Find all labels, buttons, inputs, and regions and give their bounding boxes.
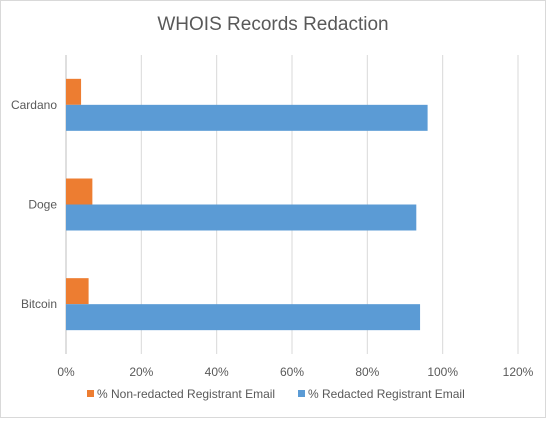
y-axis-labels: Bitcoin Doge Cardano [11, 98, 57, 311]
legend-swatch [87, 390, 94, 397]
bar-non-redacted-doge [66, 178, 93, 205]
x-tick-label: 100% [427, 365, 458, 379]
bar-redacted-doge [66, 204, 417, 231]
x-tick-label: 120% [503, 365, 534, 379]
x-tick-label: 60% [280, 365, 304, 379]
x-tick-label: 80% [355, 365, 379, 379]
x-tick-label: 40% [205, 365, 229, 379]
bar-redacted-cardano [66, 104, 428, 131]
x-axis-labels: 0% 20% 40% 60% 80% 100% 120% [57, 365, 533, 379]
y-tick-label: Doge [28, 198, 57, 212]
x-tick-label: 0% [57, 365, 75, 379]
y-tick-label: Bitcoin [21, 297, 57, 311]
legend: % Non-redacted Registrant Email % Redacte… [87, 387, 465, 401]
x-tick-label: 20% [129, 365, 153, 379]
legend-label: % Redacted Registrant Email [308, 387, 465, 401]
bar-redacted-bitcoin [66, 304, 421, 331]
chart-title: WHOIS Records Redaction [157, 14, 388, 35]
legend-label: % Non-redacted Registrant Email [97, 387, 275, 401]
y-tick-label: Cardano [11, 98, 57, 112]
legend-swatch [298, 390, 305, 397]
bars [66, 78, 428, 331]
bar-non-redacted-cardano [66, 78, 82, 105]
bar-non-redacted-bitcoin [66, 278, 89, 305]
